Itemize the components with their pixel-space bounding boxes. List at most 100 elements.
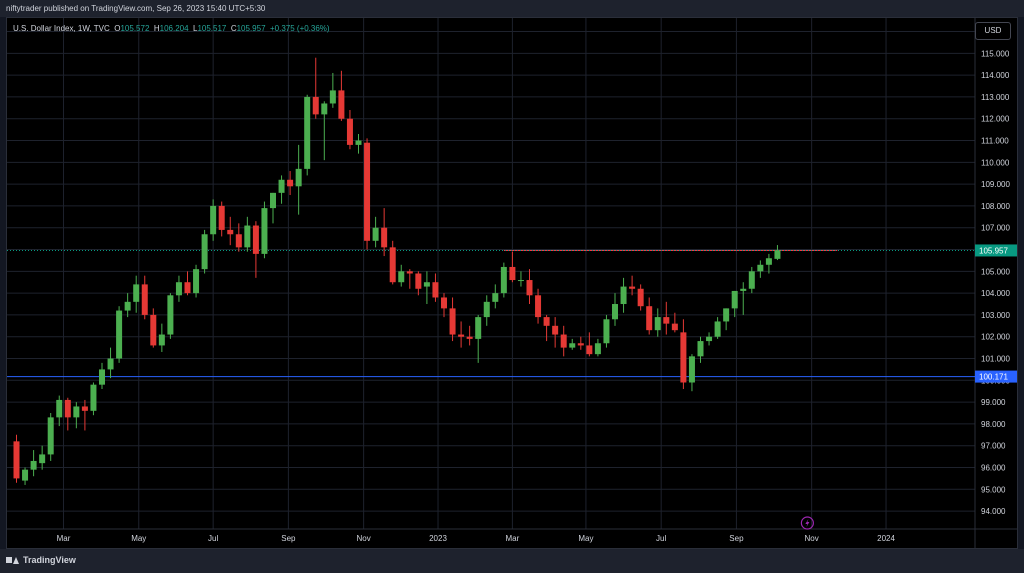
y-tick-label: 101.000 xyxy=(981,355,1010,364)
candle-body xyxy=(389,247,396,283)
candle-body xyxy=(483,301,490,318)
candle-body xyxy=(381,227,388,248)
candle-body xyxy=(346,118,353,145)
candle-body xyxy=(569,343,576,348)
candle-body xyxy=(30,460,37,470)
candle-body xyxy=(295,168,302,187)
candle-body xyxy=(372,227,379,241)
last-price-label-bg xyxy=(975,244,1017,257)
candle-body xyxy=(706,336,713,342)
candle-body xyxy=(620,286,627,305)
candle-body xyxy=(406,271,413,274)
candle-body xyxy=(321,103,328,115)
legend-change: +0.375 (+0.36%) xyxy=(269,24,330,33)
candle-body xyxy=(167,295,174,335)
y-tick-label: 105.000 xyxy=(981,267,1010,276)
publisher-header: niftytrader published on TradingView.com… xyxy=(0,0,1024,17)
candle-body xyxy=(731,290,738,309)
y-tick-label: 104.000 xyxy=(981,289,1010,298)
candle-body xyxy=(22,469,29,481)
legend-open-label: O xyxy=(114,24,121,33)
candle-body xyxy=(133,284,140,302)
candle-body xyxy=(535,295,542,318)
candle-body xyxy=(278,179,285,193)
last-price-label: 105.957 xyxy=(979,246,1008,255)
support-price-label-bg xyxy=(975,370,1017,383)
candle-body xyxy=(577,343,584,346)
candle-body xyxy=(312,96,319,115)
candle-body xyxy=(99,369,105,385)
candle-body xyxy=(757,264,764,272)
legend-high-label: H xyxy=(153,24,160,33)
candle-body xyxy=(218,205,225,230)
x-tick-label: Nov xyxy=(357,534,371,543)
y-tick-label: 98.000 xyxy=(981,420,1006,429)
y-tick-label: 96.000 xyxy=(981,464,1006,473)
candle-body xyxy=(714,321,721,337)
x-tick-label: Jul xyxy=(208,534,218,543)
candle-body xyxy=(124,301,131,311)
chart-frame[interactable]: 94.000 95.000 96.000 97.000 98.000 99.000 100.… xyxy=(6,17,1018,549)
candle-body xyxy=(517,280,524,282)
candle-body xyxy=(39,454,46,464)
x-tick-label: Jul xyxy=(656,534,666,543)
candle-body xyxy=(765,258,772,265)
candle-body xyxy=(586,345,593,355)
candle-body xyxy=(423,282,430,287)
candle-body xyxy=(723,308,730,322)
candle-body xyxy=(441,297,447,309)
candle-body xyxy=(654,317,661,331)
x-tick-label: 2024 xyxy=(877,534,895,543)
candle-body xyxy=(329,90,336,104)
candle-body xyxy=(646,306,653,331)
candle-body xyxy=(304,96,311,169)
y-tick-label: 99.000 xyxy=(981,398,1006,407)
x-tick-label: 2023 xyxy=(429,534,447,543)
candle-body xyxy=(210,205,217,235)
candle-body xyxy=(338,90,345,119)
candle-body xyxy=(355,140,362,145)
candle-body xyxy=(458,334,465,337)
candle-body xyxy=(150,314,157,346)
price-chart[interactable]: 94.000 95.000 96.000 97.000 98.000 99.000 100.… xyxy=(7,18,1017,548)
candle-body xyxy=(235,234,242,248)
candle-body xyxy=(364,142,371,241)
candle-body xyxy=(603,319,610,344)
candle-body xyxy=(107,358,114,370)
legend-close-value: 105.957 xyxy=(236,24,266,33)
candle-body xyxy=(116,310,123,359)
candle-body xyxy=(612,304,618,320)
y-tick-label: 113.000 xyxy=(981,93,1010,102)
y-tick-label: 107.000 xyxy=(981,224,1010,233)
tradingview-logo[interactable]: TradingView xyxy=(6,555,76,565)
footer-bar: TradingView xyxy=(0,549,1024,573)
y-tick-label: 110.000 xyxy=(981,158,1010,167)
currency-button[interactable]: USD xyxy=(975,22,1011,40)
candle-body xyxy=(261,208,268,254)
candle-body xyxy=(500,266,507,294)
candle-body xyxy=(560,334,567,348)
candle-body xyxy=(193,269,200,294)
candle-body xyxy=(466,336,473,339)
y-tick-label: 108.000 xyxy=(981,202,1010,211)
lightning-icon[interactable] xyxy=(800,516,814,530)
y-tick-label: 94.000 xyxy=(981,507,1006,516)
x-tick-label: Nov xyxy=(805,534,819,543)
candle-body xyxy=(748,271,755,289)
legend-low-value: 105.517 xyxy=(197,24,227,33)
candle-body xyxy=(449,308,456,335)
candle-body xyxy=(774,250,781,259)
lightning-glyph xyxy=(805,519,810,527)
y-tick-label: 103.000 xyxy=(981,311,1010,320)
candle-body xyxy=(158,334,165,346)
candle-body xyxy=(509,266,516,281)
legend-symbol: U.S. Dollar Index, 1W, TVC xyxy=(13,24,110,33)
support-price-label: 100.171 xyxy=(979,373,1008,382)
candle-body xyxy=(680,332,687,383)
candle-body xyxy=(629,286,636,289)
y-tick-label: 112.000 xyxy=(981,115,1010,124)
x-tick-label: Mar xyxy=(506,534,520,543)
candle-body xyxy=(637,288,644,307)
candle-body xyxy=(47,417,54,455)
x-tick-label: Mar xyxy=(57,534,71,543)
